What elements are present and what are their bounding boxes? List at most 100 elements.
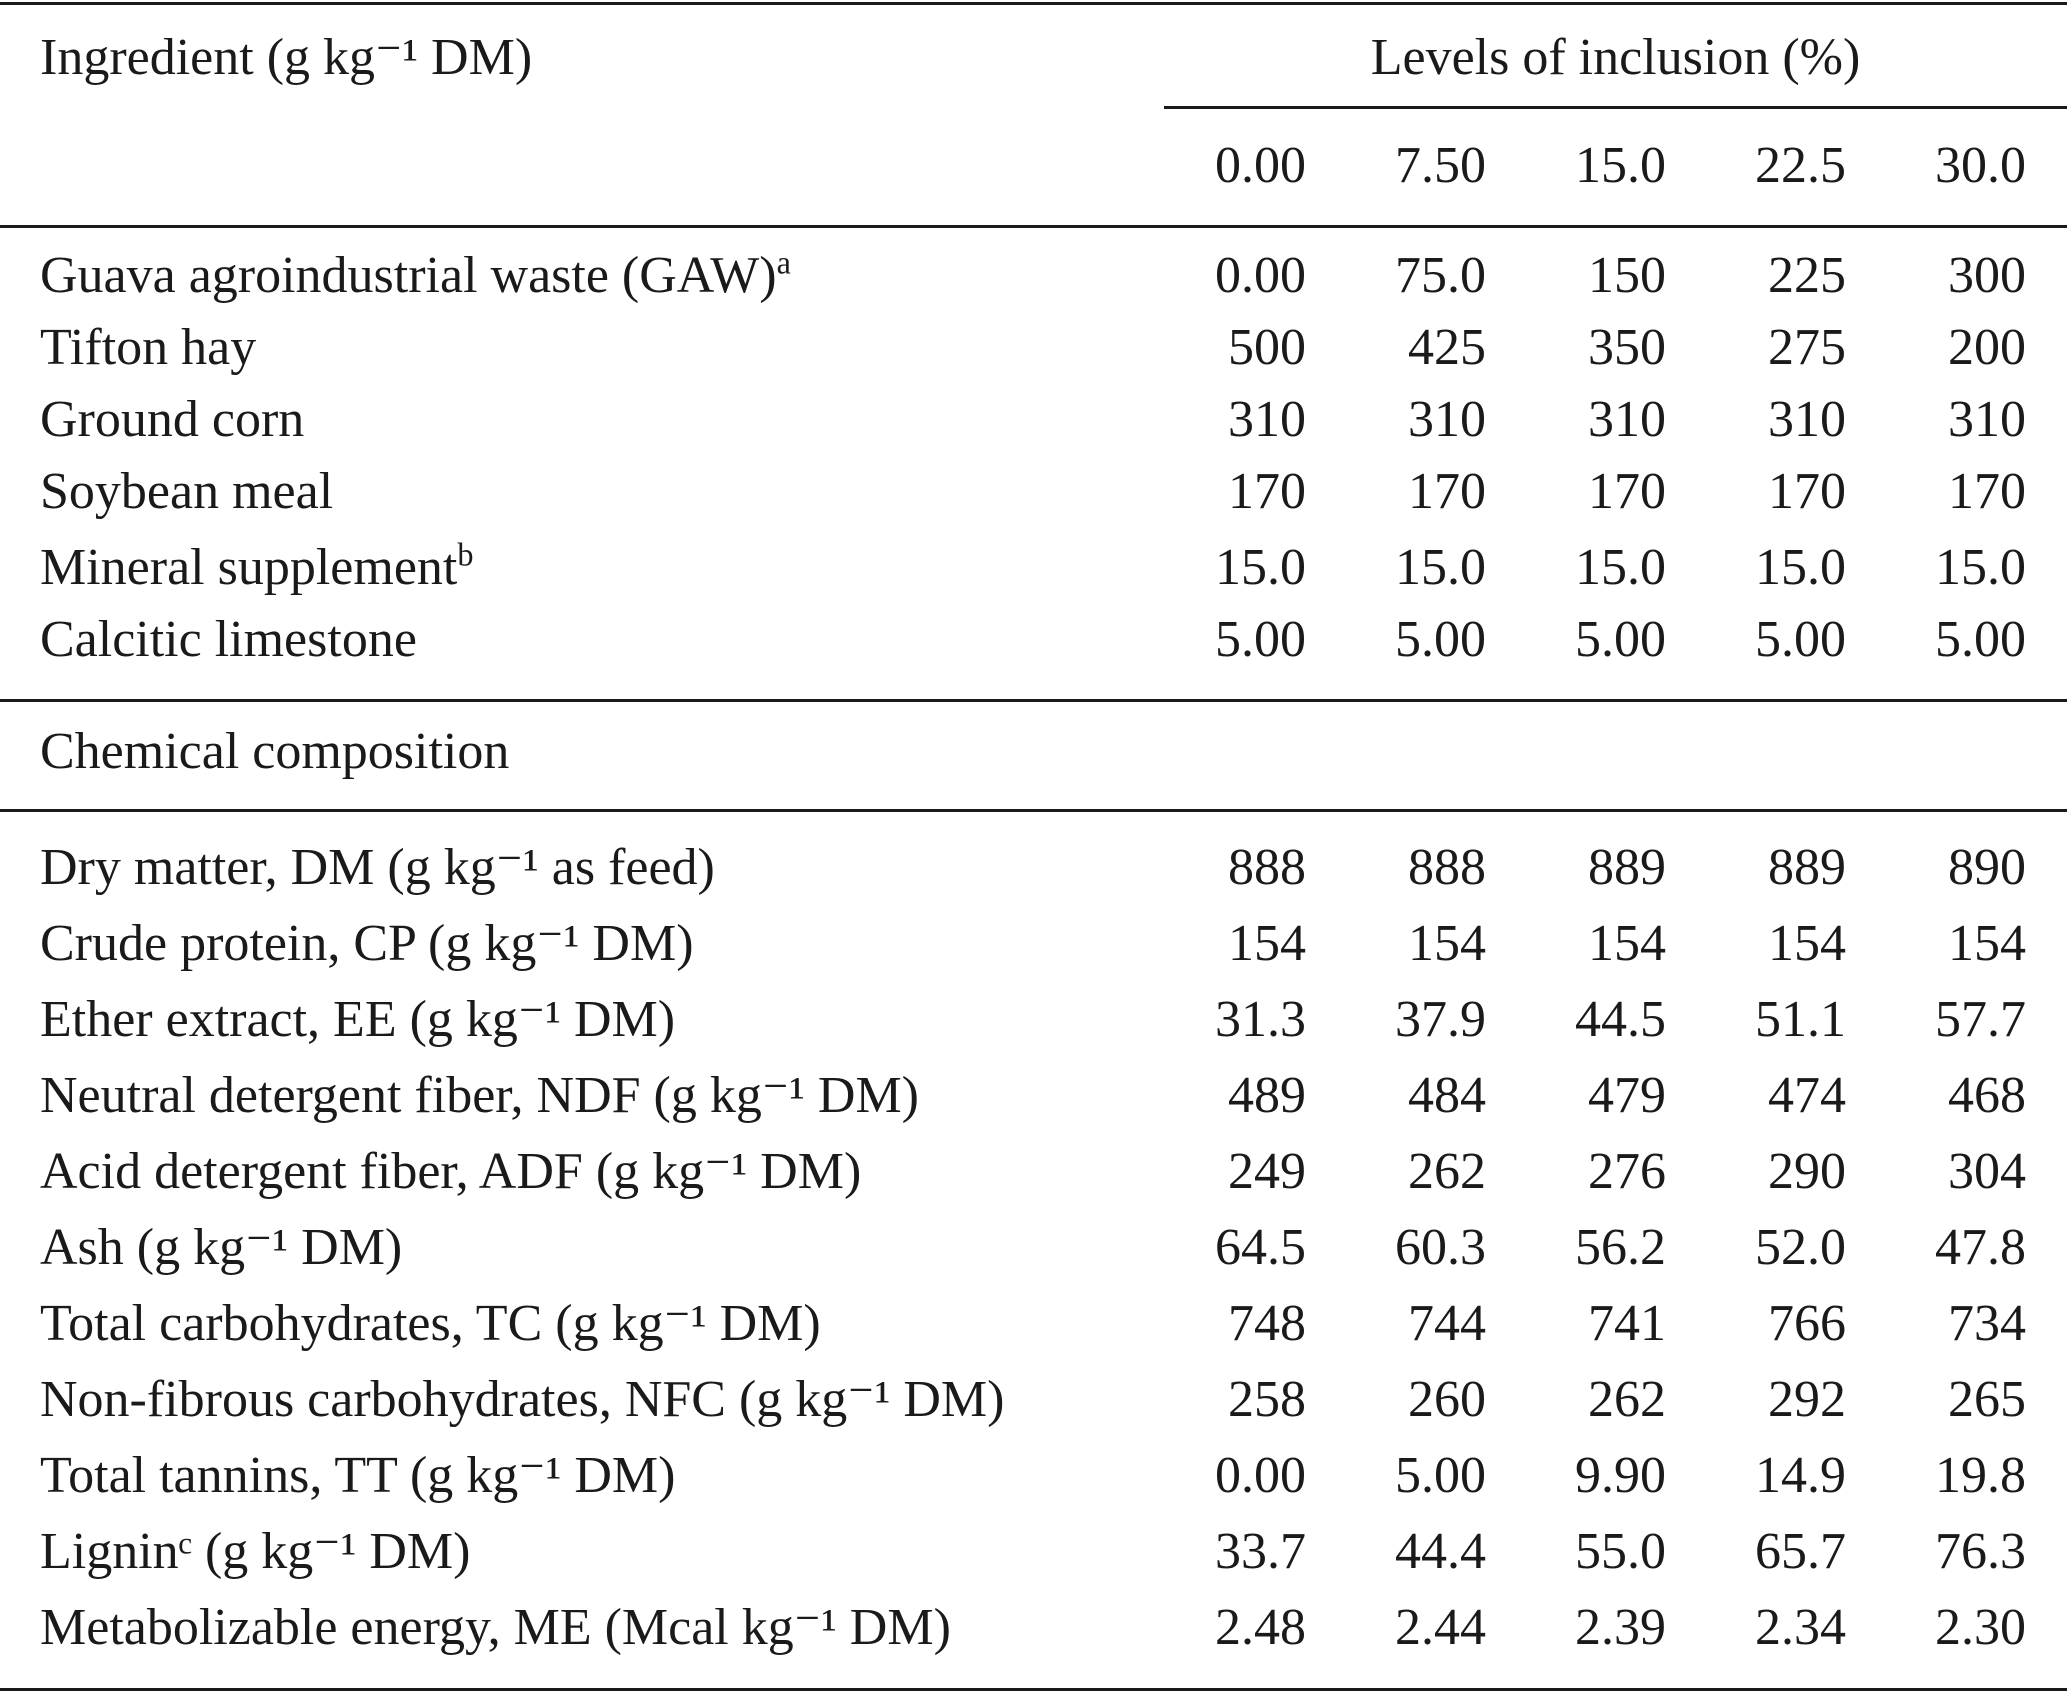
cell-value: 154 — [1588, 915, 1666, 972]
cell-value: 55.0 — [1575, 1523, 1666, 1580]
cell-value: 0.00 — [1215, 247, 1306, 304]
cell-value: 170 — [1768, 463, 1846, 520]
cell-value: 2.39 — [1575, 1599, 1666, 1656]
cell-value: 225 — [1768, 247, 1846, 304]
row-label: Ether extract, EE (g kg⁻¹ DM) — [40, 991, 676, 1048]
levels-rule — [1164, 106, 2067, 109]
cell-value: 734 — [1948, 1295, 2026, 1352]
cell-value: 9.90 — [1575, 1447, 1666, 1504]
cell-value: 262 — [1408, 1143, 1486, 1200]
cell-value: 310 — [1228, 391, 1306, 448]
cell-value: 31.3 — [1215, 991, 1306, 1048]
row-label: Total carbohydrates, TC (g kg⁻¹ DM) — [40, 1295, 821, 1352]
table-top-rule — [0, 2, 2067, 5]
row-label: Mineral supplementb — [40, 536, 474, 596]
cell-value: 154 — [1768, 915, 1846, 972]
cell-value: 2.34 — [1755, 1599, 1846, 1656]
cell-value: 468 — [1948, 1067, 2026, 1124]
cell-value: 154 — [1948, 915, 2026, 972]
row-label: Neutral detergent fiber, NDF (g kg⁻¹ DM) — [40, 1067, 919, 1124]
cell-value: 200 — [1948, 319, 2026, 376]
cell-value: 0.00 — [1215, 1447, 1306, 1504]
cell-value: 2.48 — [1215, 1599, 1306, 1656]
cell-value: 276 — [1588, 1143, 1666, 1200]
cell-value: 744 — [1408, 1295, 1486, 1352]
cell-value: 5.00 — [1395, 1447, 1486, 1504]
cell-value: 5.00 — [1395, 611, 1486, 668]
cell-value: 5.00 — [1575, 611, 1666, 668]
cell-value: 65.7 — [1755, 1523, 1846, 1580]
table-bottom-rule — [0, 1688, 2067, 1691]
cell-value: 57.7 — [1935, 991, 2026, 1048]
cell-value: 15.0 — [1215, 539, 1306, 596]
cell-value: 154 — [1228, 915, 1306, 972]
cell-value: 249 — [1228, 1143, 1306, 1200]
row-label: Guava agroindustrial waste (GAW)a — [40, 244, 791, 304]
cell-value: 5.00 — [1215, 611, 1306, 668]
row-label: Metabolizable energy, ME (Mcal kg⁻¹ DM) — [40, 1599, 951, 1656]
cell-value: 888 — [1408, 839, 1486, 896]
cell-value: 2.44 — [1395, 1599, 1486, 1656]
cell-value: 766 — [1768, 1295, 1846, 1352]
ingredient-column-header: Ingredient (g kg⁻¹ DM) — [40, 29, 533, 86]
row-label: Non-fibrous carbohydrates, NFC (g kg⁻¹ D… — [40, 1371, 1005, 1428]
row-label: Ground corn — [40, 391, 305, 448]
cell-value: 489 — [1228, 1067, 1306, 1124]
cell-value: 888 — [1228, 839, 1306, 896]
cell-value: 15.0 — [1575, 539, 1666, 596]
row-label: Ligninᶜ (g kg⁻¹ DM) — [40, 1523, 471, 1580]
section-bottom-rule — [0, 809, 2067, 812]
cell-value: 75.0 — [1395, 247, 1486, 304]
ingredients-bottom-rule — [0, 699, 2067, 702]
cell-value: 741 — [1588, 1295, 1666, 1352]
cell-value: 64.5 — [1215, 1219, 1306, 1276]
cell-value: 60.3 — [1395, 1219, 1486, 1276]
cell-value: 484 — [1408, 1067, 1486, 1124]
cell-value: 290 — [1768, 1143, 1846, 1200]
cell-value: 425 — [1408, 319, 1486, 376]
cell-value: 51.1 — [1755, 991, 1846, 1048]
cell-value: 304 — [1948, 1143, 2026, 1200]
cell-value: 260 — [1408, 1371, 1486, 1428]
cell-value: 56.2 — [1575, 1219, 1666, 1276]
level-header: 7.50 — [1395, 137, 1486, 194]
row-label: Total tannins, TT (g kg⁻¹ DM) — [40, 1447, 676, 1504]
cell-value: 890 — [1948, 839, 2026, 896]
cell-value: 150 — [1588, 247, 1666, 304]
cell-value: 47.8 — [1935, 1219, 2026, 1276]
cell-value: 748 — [1228, 1295, 1306, 1352]
cell-value: 292 — [1768, 1371, 1846, 1428]
cell-value: 479 — [1588, 1067, 1666, 1124]
cell-value: 2.30 — [1935, 1599, 2026, 1656]
cell-value: 15.0 — [1755, 539, 1846, 596]
cell-value: 889 — [1588, 839, 1666, 896]
cell-value: 350 — [1588, 319, 1666, 376]
cell-value: 170 — [1588, 463, 1666, 520]
header-bottom-rule — [0, 225, 2067, 228]
cell-value: 44.5 — [1575, 991, 1666, 1048]
cell-value: 310 — [1408, 391, 1486, 448]
levels-of-inclusion-header: Levels of inclusion (%) — [1370, 29, 1861, 86]
cell-value: 275 — [1768, 319, 1846, 376]
cell-value: 300 — [1948, 247, 2026, 304]
row-label: Crude protein, CP (g kg⁻¹ DM) — [40, 915, 694, 972]
cell-value: 5.00 — [1935, 611, 2026, 668]
cell-value: 14.9 — [1755, 1447, 1846, 1504]
cell-value: 76.3 — [1935, 1523, 2026, 1580]
cell-value: 262 — [1588, 1371, 1666, 1428]
cell-value: 15.0 — [1935, 539, 2026, 596]
row-label: Ash (g kg⁻¹ DM) — [40, 1219, 403, 1276]
row-label: Soybean meal — [40, 463, 334, 520]
cell-value: 474 — [1768, 1067, 1846, 1124]
row-label: Calcitic limestone — [40, 611, 417, 668]
cell-value: 15.0 — [1395, 539, 1486, 596]
level-header: 15.0 — [1575, 137, 1666, 194]
level-header: 22.5 — [1755, 137, 1846, 194]
level-header: 0.00 — [1215, 137, 1306, 194]
cell-value: 310 — [1948, 391, 2026, 448]
cell-value: 265 — [1948, 1371, 2026, 1428]
cell-value: 5.00 — [1755, 611, 1846, 668]
cell-value: 52.0 — [1755, 1219, 1846, 1276]
cell-value: 310 — [1588, 391, 1666, 448]
section-title: Chemical composition — [40, 723, 510, 780]
